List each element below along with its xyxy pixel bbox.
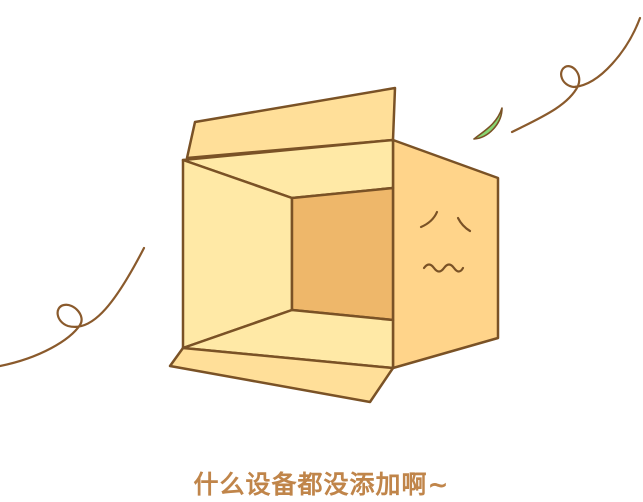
box-inner-back <box>290 186 395 322</box>
box-right-side <box>391 138 500 370</box>
curl-line-right <box>510 16 642 134</box>
box-eye-right <box>456 216 472 233</box>
curl-line-left <box>0 246 146 368</box>
leaf-icon <box>473 107 503 140</box>
empty-message: 什么设备都没添加啊~ <box>193 470 450 499</box>
box-eye-left <box>419 210 439 229</box>
box-bottom-flap <box>168 346 395 404</box>
empty-open-box-icon <box>0 16 642 404</box>
box-mouth <box>422 263 465 273</box>
